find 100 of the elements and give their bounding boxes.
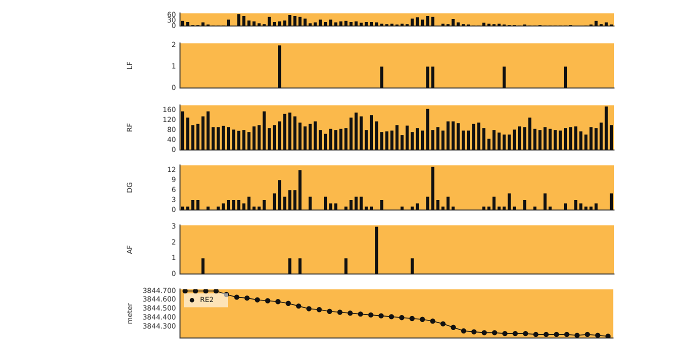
bar: [508, 193, 511, 210]
bar: [298, 122, 302, 150]
bar: [216, 127, 220, 150]
bar: [283, 114, 286, 150]
point: [605, 334, 611, 338]
bar: [186, 22, 190, 26]
bar: [410, 18, 414, 26]
point: [399, 314, 404, 320]
point: [533, 332, 538, 338]
bar: [558, 130, 562, 150]
bar: [186, 206, 190, 210]
bar: [523, 127, 526, 150]
bar: [604, 106, 608, 150]
bar: [421, 20, 424, 26]
bar: [206, 206, 210, 210]
bar: [222, 203, 225, 210]
point: [203, 289, 208, 294]
bar: [436, 127, 440, 150]
point: [348, 310, 353, 316]
bar: [416, 128, 419, 150]
bar: [604, 22, 608, 26]
point: [574, 332, 580, 338]
bar: [304, 126, 307, 150]
point: [296, 303, 302, 309]
bar: [466, 130, 470, 150]
bar: [339, 21, 342, 26]
bar: [293, 116, 296, 150]
bar: [212, 127, 215, 150]
bar: [308, 196, 312, 210]
bar: [354, 196, 358, 210]
point: [244, 295, 250, 301]
bar: [498, 206, 501, 210]
bar: [329, 203, 332, 210]
point: [306, 306, 312, 312]
bar: [324, 196, 328, 210]
bar: [242, 130, 246, 150]
bar: [339, 128, 342, 150]
bar: [232, 200, 236, 210]
bar: [181, 111, 184, 150]
point: [234, 294, 240, 300]
point: [522, 330, 528, 336]
bar: [344, 128, 348, 150]
bar: [610, 193, 613, 210]
bar: [242, 203, 246, 210]
bar: [574, 126, 578, 150]
bar: [508, 134, 511, 150]
bar: [237, 14, 240, 26]
bar: [226, 200, 230, 210]
point: [554, 332, 560, 338]
bar: [226, 20, 230, 26]
bar: [201, 116, 205, 150]
bar: [431, 166, 434, 210]
bar: [594, 20, 598, 26]
bar: [400, 206, 404, 210]
bar: [222, 126, 225, 150]
bar: [421, 130, 424, 150]
bar: [226, 127, 230, 150]
bar: [482, 22, 486, 26]
bar: [354, 112, 358, 150]
bar: [416, 17, 419, 26]
bar: [446, 196, 450, 210]
bar: [293, 16, 296, 26]
point: [461, 328, 466, 334]
bar: [574, 200, 578, 210]
bar: [452, 121, 455, 150]
bar: [482, 128, 486, 150]
bar: [283, 20, 286, 26]
bar: [283, 196, 286, 210]
bar: [344, 206, 348, 210]
bar: [380, 132, 384, 150]
bar: [533, 128, 536, 150]
bar: [370, 115, 374, 150]
bar: [528, 118, 532, 150]
bar: [436, 200, 440, 210]
bar: [584, 206, 588, 210]
bar: [400, 135, 404, 150]
bar: [268, 16, 271, 26]
bar: [410, 206, 414, 210]
bar: [237, 200, 240, 210]
point: [358, 311, 364, 317]
bar: [492, 196, 496, 210]
point: [316, 307, 322, 312]
bar: [431, 16, 434, 26]
bar: [344, 20, 348, 26]
bar: [498, 132, 501, 150]
point: [420, 316, 425, 322]
point: [326, 308, 332, 314]
bar: [446, 121, 450, 150]
bar: [252, 206, 256, 210]
bar: [370, 22, 374, 26]
point: [254, 297, 260, 302]
bar: [523, 200, 526, 210]
point: [430, 318, 436, 324]
bar: [452, 206, 455, 210]
bar: [308, 124, 312, 150]
bar: [272, 193, 276, 210]
bar: [272, 22, 276, 26]
bar: [334, 22, 338, 26]
point: [286, 300, 291, 306]
bar: [360, 116, 363, 150]
